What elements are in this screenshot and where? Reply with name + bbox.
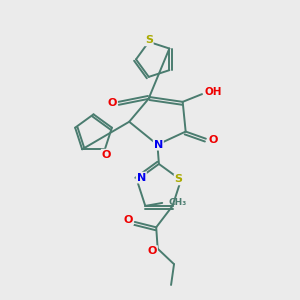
Text: O: O [148, 246, 157, 256]
Text: OH: OH [205, 87, 222, 97]
Text: O: O [102, 150, 111, 160]
Text: CH₃: CH₃ [168, 198, 186, 207]
Text: O: O [124, 214, 133, 225]
Text: S: S [145, 35, 153, 45]
Text: S: S [175, 174, 183, 184]
Text: N: N [154, 140, 163, 150]
Text: O: O [208, 135, 218, 145]
Text: N: N [137, 172, 146, 183]
Text: O: O [108, 98, 117, 108]
